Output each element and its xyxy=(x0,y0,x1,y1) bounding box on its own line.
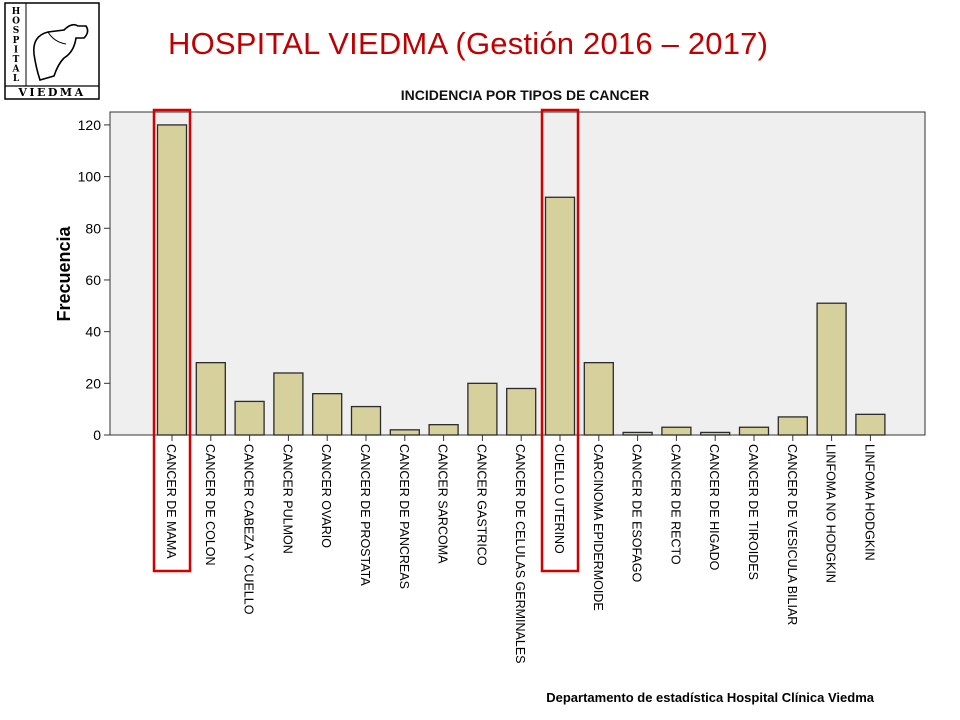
logo-bottom-text: VIEDMA xyxy=(17,86,85,99)
x-axis-labels: CANCER DE MAMA CANCER DE COLON CANCER CABE… xyxy=(164,435,876,664)
x-tick-label: CANCER SARCOMA xyxy=(436,444,450,564)
x-tick-label: CANCER GASTRICO xyxy=(474,444,488,566)
logo-letter: L xyxy=(13,74,20,84)
bar xyxy=(273,372,304,436)
bar xyxy=(428,424,459,436)
x-tick-label: LINFOMA HODGKIN xyxy=(862,444,876,561)
x-tick-label: CANCER DE RECTO xyxy=(668,444,682,565)
bar xyxy=(622,431,653,436)
y-tick-label: 60 xyxy=(85,272,101,288)
x-tick-label: CANCER OVARIO xyxy=(319,444,333,548)
logo-letter: P xyxy=(13,36,20,46)
y-tick-label: 0 xyxy=(93,427,101,443)
highlight-box xyxy=(540,108,580,573)
x-tick-label: CANCER CABEZA Y CUELLO xyxy=(242,444,256,615)
x-tick-label: CANCER PULMON xyxy=(280,444,294,554)
y-tick-label: 80 xyxy=(85,220,101,236)
logo-vertical-text: HOSPITAL xyxy=(12,7,21,84)
logo-letter: A xyxy=(12,65,21,75)
bar xyxy=(777,416,808,436)
bar xyxy=(156,124,188,436)
bar xyxy=(467,382,498,436)
x-tick-label: CUELLO UTERINO xyxy=(552,444,566,554)
logo-letter: S xyxy=(13,26,20,36)
x-tick-label: CANCER DE HIGADO xyxy=(707,444,721,571)
bar xyxy=(506,387,537,436)
y-axis-label: Frecuencia xyxy=(54,225,74,321)
highlight-boxes xyxy=(152,108,580,573)
logo-letter: O xyxy=(12,17,20,27)
x-tick-label: CANCER DE VESICULA BILIAR xyxy=(785,444,799,625)
y-tick-label: 40 xyxy=(85,324,101,340)
x-tick-label: CANCER DE ESOFAGO xyxy=(630,444,644,582)
bar xyxy=(816,302,847,436)
hospital-viedma-logo: HOSPITAL VIEDMA xyxy=(4,2,100,100)
bar xyxy=(583,361,614,436)
x-tick-label: LINFOMA NO HODGKIN xyxy=(824,444,838,583)
x-tick-label: CANCER DE PROSTATA xyxy=(358,444,372,586)
plot-area xyxy=(109,111,926,436)
x-tick-label: CARCINOMA EPIDERMOIDE xyxy=(591,444,605,611)
footer-credit: Departamento de estadística Hospital Clí… xyxy=(546,690,874,705)
logo-letter: T xyxy=(13,55,20,65)
y-tick-label: 100 xyxy=(78,169,102,185)
y-tick-label: 120 xyxy=(78,117,102,133)
x-tick-label: CANCER DE PANCREAS xyxy=(397,444,411,589)
x-tick-label: CANCER DE CELULAS GERMINALES xyxy=(513,444,527,664)
x-tick-label: CANCER DE TIROIDES xyxy=(746,444,760,580)
bar xyxy=(195,361,226,436)
x-tick-label: CANCER DE MAMA xyxy=(164,444,178,559)
chart-title: INCIDENCIA POR TIPOS DE CANCER xyxy=(401,87,649,103)
bar xyxy=(738,426,770,436)
highlight-box xyxy=(152,108,192,573)
bar xyxy=(661,426,692,436)
bar xyxy=(234,400,265,436)
bars xyxy=(156,124,886,436)
bar xyxy=(350,405,382,436)
bar xyxy=(312,393,343,436)
y-tick-label: 20 xyxy=(85,375,101,391)
logo-letter: H xyxy=(12,7,21,17)
y-axis: 0 20 40 60 80 100 120 xyxy=(78,117,110,443)
logo-letter: I xyxy=(14,45,18,55)
bar xyxy=(700,431,731,436)
x-tick-label: CANCER DE COLON xyxy=(203,444,217,566)
slide-title: HOSPITAL VIEDMA (Gestión 2016 – 2017) xyxy=(168,26,769,61)
bar-chart: INCIDENCIA POR TIPOS DE CANCER Frecuenci… xyxy=(54,87,926,664)
bar xyxy=(389,429,420,436)
bar xyxy=(544,196,576,436)
bar xyxy=(855,413,886,436)
